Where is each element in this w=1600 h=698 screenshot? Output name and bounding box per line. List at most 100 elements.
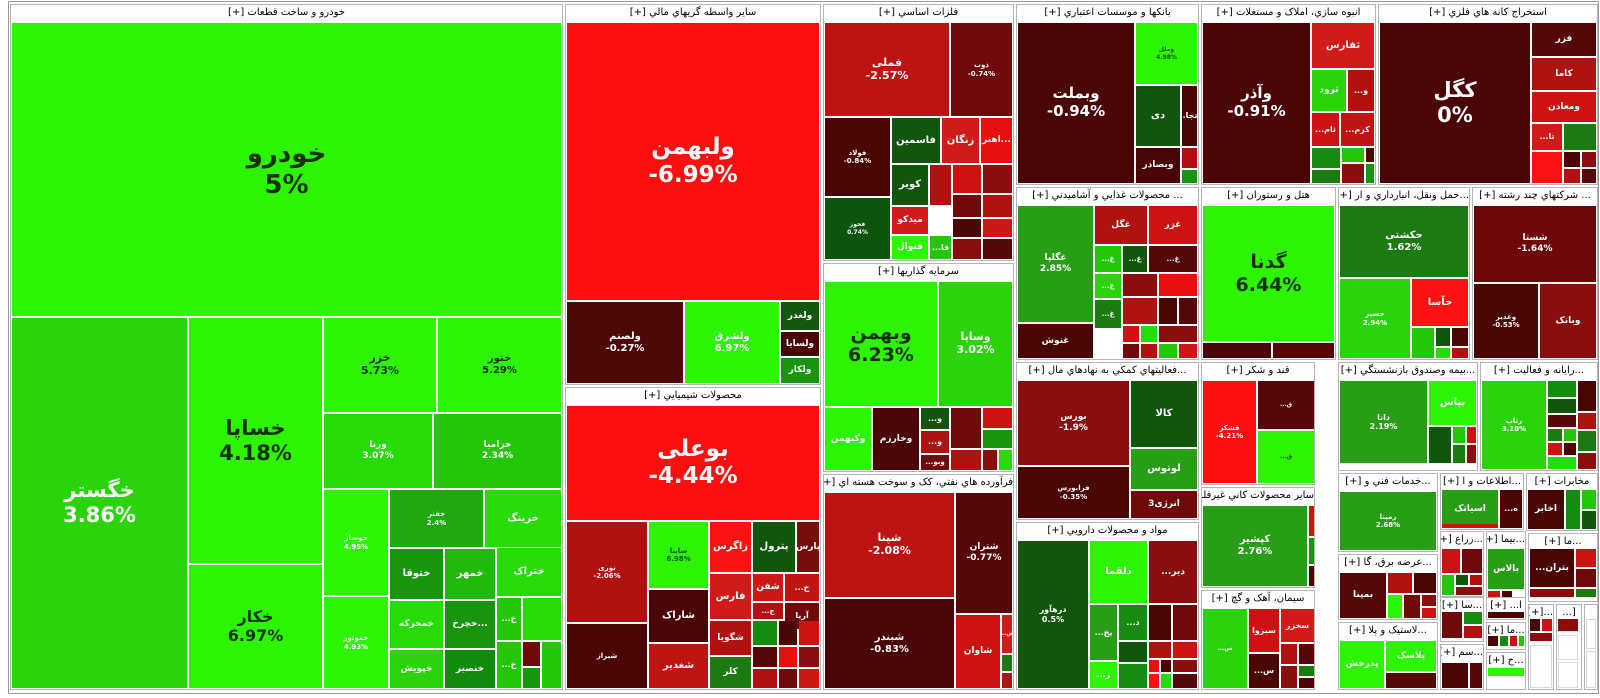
tile-computer-mosaic-11[interactable] xyxy=(1578,431,1596,451)
tile-r2-mosaic-2[interactable] xyxy=(1558,662,1578,688)
sector-header-sm[interactable]: ...سم [+] xyxy=(1441,645,1483,662)
tile-chemicals-14[interactable]: شگویا xyxy=(710,621,751,655)
sector-header-sa[interactable]: ...سا [+] xyxy=(1441,598,1483,615)
tile-food-beverage-mosaic-19[interactable] xyxy=(1159,344,1177,358)
tile-investments-mosaic-9[interactable] xyxy=(983,430,1012,448)
tile-real-estate-mosaic-11[interactable] xyxy=(1312,170,1340,183)
tile-chemicals-10[interactable]: شفن xyxy=(753,574,783,601)
tile-power-mosaic-5[interactable] xyxy=(1422,595,1436,606)
sector-header-banks[interactable]: بانکها و موسسات اعتباري [+] xyxy=(1017,5,1198,22)
tile-basic-metals-0[interactable]: فملی -2.57% xyxy=(825,23,949,116)
tile-chemicals-mosaic-23[interactable] xyxy=(779,669,797,688)
tile-cement-3[interactable]: س... xyxy=(1249,654,1279,688)
tile-financial-intermediaries-2[interactable]: ولشرق 6.97% xyxy=(685,302,779,383)
tile-non-metallic-minerals-mosaic-1[interactable] xyxy=(1309,506,1314,536)
tile-agriculture-mosaic-0[interactable] xyxy=(1442,549,1460,573)
tile-oil-products-2[interactable]: شتران -0.77% xyxy=(956,493,1012,613)
sector-header-oil-products[interactable]: فرآورده هاي نفتي، کک و سوخت هسته اي [+] xyxy=(824,475,1013,492)
tile-chemicals-mosaic-20[interactable] xyxy=(779,647,797,667)
tile-ma-2-mosaic-1[interactable] xyxy=(1500,636,1508,646)
tile-investments-4[interactable]: و... xyxy=(921,408,949,429)
tile-food-beverage-mosaic-11[interactable] xyxy=(1123,298,1157,324)
tile-computer-mosaic-7[interactable] xyxy=(1564,443,1576,455)
sector-header-financial-intermediaries[interactable]: سایر واسطه گریهاي مالي [+] xyxy=(566,5,820,22)
tile-computer-mosaic-6[interactable] xyxy=(1548,443,1562,455)
tile-investments-0[interactable]: وبهمن 6.23% xyxy=(825,282,937,406)
sector-header-a-sec[interactable]: ا... [+] xyxy=(1487,598,1525,615)
tile-r2-mosaic-1[interactable] xyxy=(1558,635,1578,660)
tile-oil-products-3[interactable]: شاوان xyxy=(956,615,1000,688)
tile-sugar-1[interactable]: ق... xyxy=(1258,381,1314,429)
tile-automotive-9[interactable]: خفنر 2.4% xyxy=(390,490,483,547)
tile-automotive-1[interactable]: خگستر 3.86% xyxy=(12,318,187,688)
tile-automotive-16[interactable]: ...خچرخ xyxy=(445,601,495,648)
tile-basic-metals-6[interactable]: ...اهنر xyxy=(981,118,1012,163)
tile-telecom-mosaic-1[interactable] xyxy=(1566,490,1580,529)
tile-computer-mosaic-5[interactable] xyxy=(1564,429,1576,441)
tile-conglomerates-2[interactable]: وبانک xyxy=(1540,284,1596,358)
sector-header-insurance[interactable]: ...بیمه وصندوق بازنشستگي [+] xyxy=(1339,363,1477,380)
tile-banks-4[interactable]: وبصادر xyxy=(1136,148,1180,183)
tile-computer-mosaic-3[interactable] xyxy=(1548,415,1576,427)
tile-basic-metals-1[interactable]: ذوب -0.74% xyxy=(951,23,1012,116)
tile-ma-2-mosaic-3[interactable] xyxy=(1519,636,1524,646)
tile-sa-mosaic-1[interactable] xyxy=(1464,612,1482,624)
tile-insurance-mosaic-6[interactable] xyxy=(1467,445,1476,463)
tile-insurance-1[interactable]: بپاس xyxy=(1429,381,1476,425)
tile-chemicals-7[interactable]: پترول xyxy=(753,522,795,572)
tile-chemicals-1[interactable]: نوری -2.06% xyxy=(567,522,647,622)
tile-power-mosaic-1[interactable] xyxy=(1388,573,1412,593)
tile-chemicals-mosaic-22[interactable] xyxy=(753,669,777,688)
sector-header-technical-services[interactable]: ...خدمات فني و [+] xyxy=(1339,474,1437,491)
tile-pharma-mosaic-14[interactable] xyxy=(1173,660,1197,672)
tile-transport-0[interactable]: حکشتی 1.62% xyxy=(1340,206,1468,277)
tile-r1-mosaic-2[interactable] xyxy=(1530,633,1552,641)
tile-food-beverage-2[interactable]: غگل xyxy=(1095,206,1147,244)
tile-real-estate-1[interactable]: ثفارس xyxy=(1312,23,1374,68)
tile-metal-ores-mosaic-10[interactable] xyxy=(1582,169,1596,183)
sector-header-hotels[interactable]: هتل و رستوران [+] xyxy=(1202,188,1335,205)
tile-far-right-mosaic-0[interactable] xyxy=(1586,619,1596,649)
tile-basic-metals-4[interactable]: فاسمین xyxy=(892,118,940,163)
tile-telecom-mosaic-3[interactable] xyxy=(1582,511,1596,529)
tile-investments-1[interactable]: وساپا 3.02% xyxy=(939,282,1012,406)
tile-food-beverage-6[interactable]: غ... xyxy=(1149,246,1197,272)
tile-food-beverage-8[interactable]: غ... xyxy=(1095,300,1121,328)
tile-food-beverage-mosaic-17[interactable] xyxy=(1123,344,1139,358)
tile-automotive-2[interactable]: خساپا 4.18% xyxy=(189,318,322,563)
tile-rubber-plastics-1[interactable]: پلاسک xyxy=(1386,641,1436,671)
tile-insurance-0[interactable]: دانا 2.19% xyxy=(1340,381,1427,463)
sector-header-basic-metals[interactable]: فلزات اساسي [+] xyxy=(824,5,1013,22)
tile-transport-mosaic-5[interactable] xyxy=(1452,328,1468,346)
tile-real-estate-0[interactable]: وآذر -0.91% xyxy=(1203,23,1310,183)
tile-metal-ores-mosaic-8[interactable] xyxy=(1582,152,1596,167)
tile-transport-1[interactable]: حسیر 2.94% xyxy=(1340,279,1410,358)
sector-header-investments[interactable]: سرمایه گذاریها [+] xyxy=(824,264,1013,281)
tile-automotive-4[interactable]: خزر 5.73% xyxy=(324,318,436,412)
tile-computer-mosaic-8[interactable] xyxy=(1548,457,1576,469)
tile-insurance-mosaic-5[interactable] xyxy=(1453,445,1465,463)
tile-financial-aux-2[interactable]: فرابورس -0.35% xyxy=(1018,467,1129,518)
tile-a-sec-mosaic-0[interactable] xyxy=(1488,612,1524,618)
tile-pharma-mosaic-17[interactable] xyxy=(1173,674,1197,688)
tile-pharma-4[interactable]: د... xyxy=(1119,605,1147,640)
tile-agriculture-mosaic-4[interactable] xyxy=(1470,575,1482,585)
sector-header-r2[interactable]: [... xyxy=(1557,605,1581,622)
tile-real-estate-mosaic-9[interactable] xyxy=(1342,164,1364,183)
tile-r2-mosaic-0[interactable] xyxy=(1558,619,1578,631)
tile-basic-metals-mosaic-15[interactable] xyxy=(983,195,1012,217)
tile-sa-mosaic-0[interactable] xyxy=(1442,612,1462,638)
tile-oil-products-0[interactable]: شپنا -2.08% xyxy=(825,493,954,597)
tile-chemicals-5[interactable]: شغدیر xyxy=(649,644,708,688)
tile-insurance-mosaic-4[interactable] xyxy=(1467,427,1476,443)
tile-food-beverage-4[interactable]: غ... xyxy=(1095,246,1121,272)
tile-metal-ores-mosaic-9[interactable] xyxy=(1564,169,1580,183)
tile-automotive-18[interactable]: خپویش xyxy=(390,650,443,688)
tile-insurance-mosaic-2[interactable] xyxy=(1429,427,1451,463)
tile-food-beverage-mosaic-15[interactable] xyxy=(1141,326,1157,342)
tile-automotive-8[interactable]: خوساز 4.95% xyxy=(324,490,388,595)
tile-pharma-mosaic-10[interactable] xyxy=(1149,642,1171,658)
tile-telecom-mosaic-2[interactable] xyxy=(1582,490,1596,509)
tile-it-services-0[interactable]: اسیاتک xyxy=(1442,490,1498,528)
tile-banks-0[interactable]: وبملت -0.94% xyxy=(1018,23,1134,183)
